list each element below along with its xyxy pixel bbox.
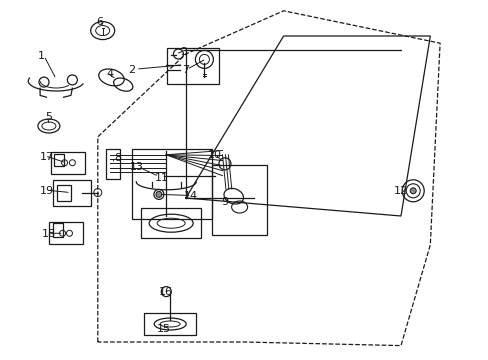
Circle shape <box>156 192 162 197</box>
Text: 14: 14 <box>183 191 197 201</box>
Text: 12: 12 <box>393 186 407 196</box>
Text: 3: 3 <box>180 47 186 57</box>
Text: 19: 19 <box>40 186 53 196</box>
Text: 11: 11 <box>154 173 168 183</box>
Text: 2: 2 <box>128 65 135 75</box>
Text: 17: 17 <box>40 152 53 162</box>
Circle shape <box>409 188 415 194</box>
Text: 5: 5 <box>45 112 52 122</box>
Text: 8: 8 <box>114 153 121 163</box>
Text: 4: 4 <box>106 69 113 79</box>
Text: 10: 10 <box>208 150 222 160</box>
Text: 13: 13 <box>130 162 143 172</box>
Text: 15: 15 <box>157 324 170 334</box>
Text: 1: 1 <box>38 51 45 61</box>
Text: 16: 16 <box>159 287 173 297</box>
Text: 7: 7 <box>182 65 189 75</box>
Text: 6: 6 <box>97 17 103 27</box>
Text: 9: 9 <box>221 197 228 207</box>
Text: 18: 18 <box>42 229 56 239</box>
